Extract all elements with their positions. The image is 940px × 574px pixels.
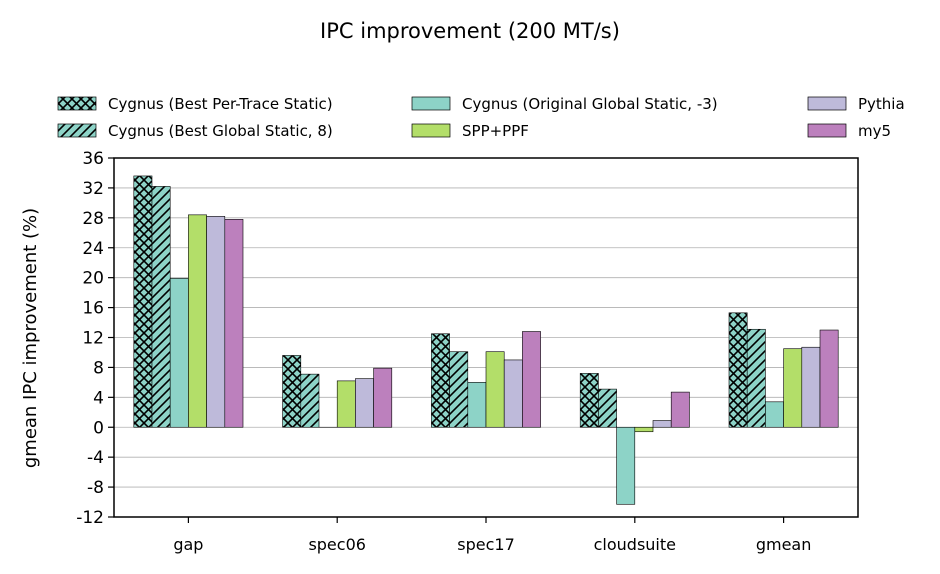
legend-item: Cygnus (Original Global Static, -3) [411,95,718,113]
bar-cloudsuite-series-1 [598,388,617,428]
legend-item: Cygnus (Best Global Static, 8) [57,122,333,140]
x-tick-label: spec17 [457,535,515,554]
x-axis: gap spec06 spec17 cloudsuite gmean [173,517,811,554]
x-tick-label: cloudsuite [594,535,676,554]
bar-spec06-series-1 [300,373,320,428]
bar-gmean-series-4 [801,346,821,428]
bar-gmean-series-2 [765,401,784,428]
x-tick-label: gap [173,535,203,554]
bar-spec17-series-3 [485,351,505,428]
y-axis-label: gmean IPC improvement (%) [20,208,41,468]
bar-spec06-series-3 [336,380,356,428]
x-tick-label: spec06 [308,535,366,554]
y-tick-label: 36 [82,149,104,169]
legend-label: Cygnus (Best Per-Trace Static) [108,95,333,113]
bar-spec17-series-1 [449,351,469,428]
y-axis: -12 -8 -4 0 4 8 12 16 20 24 28 32 36 [76,149,114,528]
y-tick-label: 8 [93,358,104,378]
bar-gmean-series-3 [783,348,803,428]
bar-cloudsuite-series-4 [652,420,672,428]
bar-gap-series-0 [133,175,153,428]
legend-swatch [411,96,451,111]
y-tick-label: 24 [82,239,104,259]
x-tick-label: gmean [756,535,812,554]
bar-cloudsuite-series-3 [634,426,654,433]
legend-label: Cygnus (Original Global Static, -3) [462,95,718,113]
legend-item: SPP+PPF [411,122,529,140]
legend-label: Pythia [858,95,905,113]
y-tick-label: 16 [82,299,104,319]
bar-gap-series-4 [206,216,226,428]
bar-cloudsuite-series-5 [670,391,690,428]
legend-item: my5 [807,122,891,140]
legend-label: Cygnus (Best Global Static, 8) [108,122,333,140]
legend-item: Cygnus (Best Per-Trace Static) [57,95,333,113]
y-tick-label: 12 [82,329,104,349]
bar-gmean-series-0 [728,312,748,428]
bar-spec17-series-2 [467,382,487,428]
legend-swatch [57,96,97,111]
bar-gap-series-1 [151,186,171,428]
legend-swatch [411,123,451,138]
bar-gap-series-3 [188,214,207,428]
legend-label: my5 [858,122,891,140]
bar-spec06-series-4 [355,378,374,428]
bar-spec06-series-0 [282,355,302,428]
legend-swatch [807,96,847,111]
y-tick-label: 0 [93,418,104,438]
legend: Cygnus (Best Per-Trace Static) Cygnus (Be… [57,95,905,140]
chart-title: IPC improvement (200 MT/s) [320,19,620,43]
bar-spec17-series-5 [522,331,541,428]
bar-gap-series-2 [169,278,189,428]
bars [133,175,839,505]
bar-cloudsuite-series-0 [579,373,599,428]
legend-swatch [57,123,97,138]
legend-swatch [807,123,847,138]
bar-spec06-series-5 [373,367,393,428]
legend-item: Pythia [807,95,905,113]
bar-gmean-series-1 [746,328,766,428]
legend-label: SPP+PPF [462,122,529,140]
y-tick-label: -4 [87,448,104,468]
y-tick-label: 20 [82,269,104,289]
y-tick-label: -12 [76,508,104,528]
bar-spec17-series-4 [503,359,523,428]
y-tick-label: 28 [82,209,104,229]
y-tick-label: 4 [93,388,104,408]
bar-cloudsuite-series-2 [616,426,636,505]
bar-gap-series-5 [224,219,244,428]
bar-gmean-series-5 [819,329,839,428]
y-tick-label: -8 [87,478,104,498]
bar-spec17-series-0 [431,333,450,428]
y-tick-label: 32 [82,179,104,199]
